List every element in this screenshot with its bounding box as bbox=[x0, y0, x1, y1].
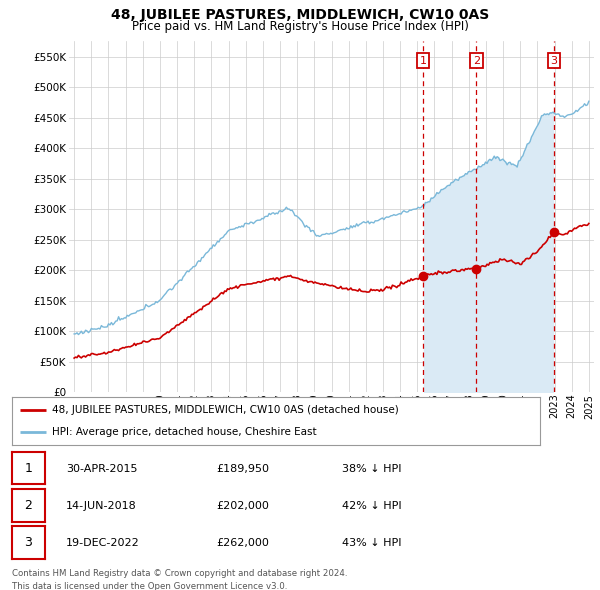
Text: 14-JUN-2018: 14-JUN-2018 bbox=[66, 501, 137, 511]
Text: 48, JUBILEE PASTURES, MIDDLEWICH, CW10 0AS (detached house): 48, JUBILEE PASTURES, MIDDLEWICH, CW10 0… bbox=[52, 405, 398, 415]
Text: HPI: Average price, detached house, Cheshire East: HPI: Average price, detached house, Ches… bbox=[52, 427, 316, 437]
Text: 30-APR-2015: 30-APR-2015 bbox=[66, 464, 137, 474]
Text: 43% ↓ HPI: 43% ↓ HPI bbox=[342, 538, 401, 548]
Text: £202,000: £202,000 bbox=[216, 501, 269, 511]
Text: 48, JUBILEE PASTURES, MIDDLEWICH, CW10 0AS: 48, JUBILEE PASTURES, MIDDLEWICH, CW10 0… bbox=[111, 8, 489, 22]
Text: 2: 2 bbox=[25, 499, 32, 512]
Text: 38% ↓ HPI: 38% ↓ HPI bbox=[342, 464, 401, 474]
Text: 42% ↓ HPI: 42% ↓ HPI bbox=[342, 501, 401, 511]
Text: Contains HM Land Registry data © Crown copyright and database right 2024.: Contains HM Land Registry data © Crown c… bbox=[12, 569, 347, 578]
Text: £189,950: £189,950 bbox=[216, 464, 269, 474]
Text: 2: 2 bbox=[473, 55, 480, 65]
Text: 3: 3 bbox=[550, 55, 557, 65]
Text: Price paid vs. HM Land Registry's House Price Index (HPI): Price paid vs. HM Land Registry's House … bbox=[131, 20, 469, 33]
Text: 19-DEC-2022: 19-DEC-2022 bbox=[66, 538, 140, 548]
Text: 3: 3 bbox=[25, 536, 32, 549]
Text: This data is licensed under the Open Government Licence v3.0.: This data is licensed under the Open Gov… bbox=[12, 582, 287, 590]
Text: 1: 1 bbox=[419, 55, 427, 65]
Text: 1: 1 bbox=[25, 461, 32, 475]
Text: £262,000: £262,000 bbox=[216, 538, 269, 548]
